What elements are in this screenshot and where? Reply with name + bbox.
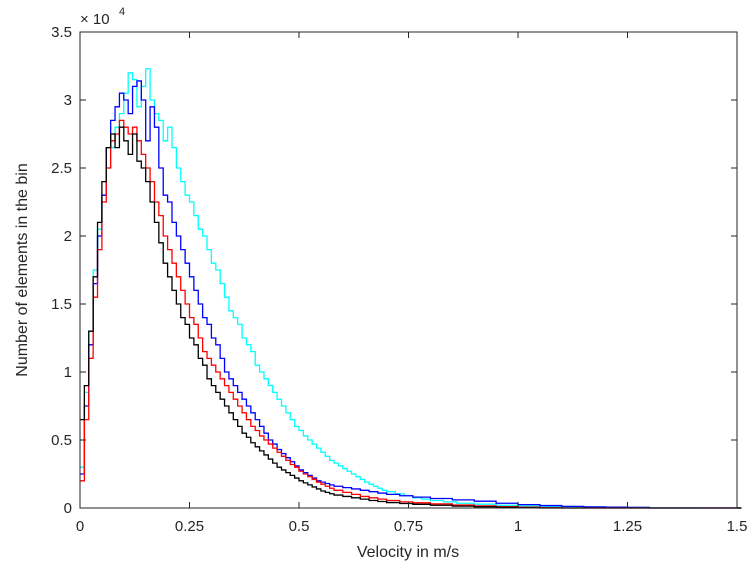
x-tick-label: 1.25 bbox=[613, 518, 642, 535]
x-tick-label: 1 bbox=[514, 518, 522, 535]
y-axis-label: Number of elements in the bin bbox=[14, 163, 31, 376]
x-tick-label: 0 bbox=[76, 518, 84, 535]
series-line-3 bbox=[80, 119, 742, 509]
y-tick-label: 3 bbox=[64, 92, 72, 109]
y-tick-label: 0.5 bbox=[51, 432, 72, 449]
x-tick-label: 1.5 bbox=[727, 518, 748, 535]
series-line-4 bbox=[80, 126, 742, 509]
y-tick-label: 0 bbox=[64, 500, 72, 517]
y-tick-label: 2 bbox=[64, 228, 72, 245]
x-tick-label: 0.25 bbox=[175, 518, 204, 535]
y-tick-label: 2.5 bbox=[51, 160, 72, 177]
x-axis-label: Velocity in m/s bbox=[357, 544, 459, 561]
x-tick-label: 0.75 bbox=[394, 518, 423, 535]
ticks-layer: 0 0.25 0.5 0.75 1 1.25 1.5 0 0.5 1 1.5 2 2.5 3 3.5 bbox=[51, 24, 747, 535]
series-line-2 bbox=[80, 80, 742, 509]
series-layer bbox=[80, 68, 742, 509]
y-exponent-base: × 10 bbox=[80, 11, 110, 28]
y-tick-label: 1 bbox=[64, 364, 72, 381]
x-tick-label: 0.5 bbox=[289, 518, 310, 535]
y-exponent-power: 4 bbox=[119, 6, 125, 18]
y-tick-label: 3.5 bbox=[51, 24, 72, 41]
y-tick-label: 1.5 bbox=[51, 296, 72, 313]
